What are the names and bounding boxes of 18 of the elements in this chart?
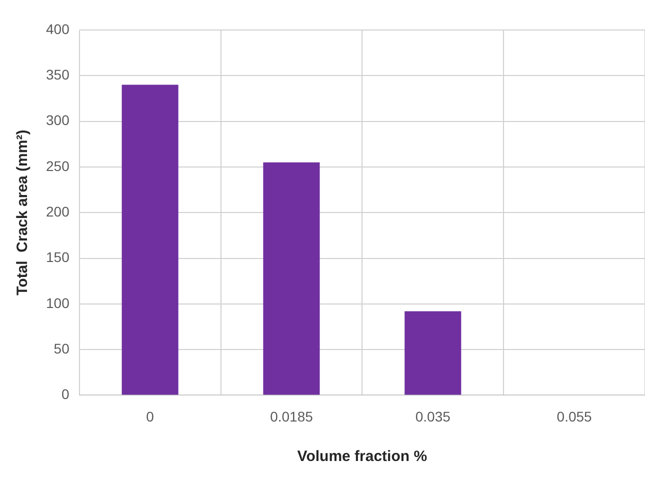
- y-tick-label: 150: [46, 249, 70, 266]
- x-tick-label: 0.035: [415, 408, 451, 424]
- y-tick-label: 100: [46, 294, 70, 311]
- y-axis-title: Total Crack area (mm²): [14, 130, 32, 296]
- y-tick-label: 0: [62, 386, 70, 402]
- bar: [404, 311, 462, 395]
- x-axis-title: Volume fraction %: [297, 448, 428, 466]
- x-tick-label: 0.0185: [270, 408, 314, 424]
- x-tick-label: 0.055: [556, 408, 592, 424]
- y-tick-label: 300: [46, 112, 70, 128]
- y-tick-label: 50: [54, 340, 70, 356]
- y-tick-label: 400: [46, 20, 70, 37]
- y-tick-label: 350: [46, 66, 70, 83]
- x-tick-label: 0: [146, 408, 154, 424]
- y-tick-label: 250: [46, 158, 70, 174]
- bar: [122, 84, 178, 395]
- y-tick-label: 200: [46, 203, 70, 220]
- bar: [263, 162, 320, 395]
